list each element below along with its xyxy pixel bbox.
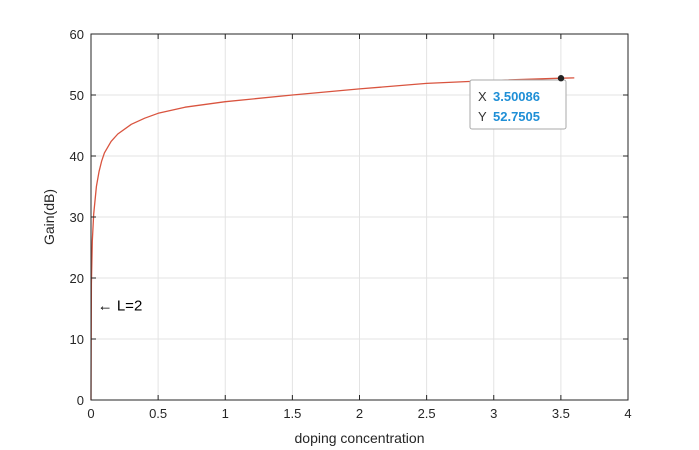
- y-tick-label: 20: [70, 271, 84, 286]
- x-tick-label: 1: [222, 406, 229, 421]
- data-tip-y-key: Y: [478, 109, 487, 124]
- annotation-label: ← L=2: [98, 297, 143, 314]
- x-tick-label: 0: [87, 406, 94, 421]
- y-tick-label: 50: [70, 88, 84, 103]
- y-tick-label: 40: [70, 149, 84, 164]
- data-tip-y-value: 52.7505: [493, 109, 540, 124]
- y-axis-label: Gain(dB): [41, 189, 57, 245]
- gain-series-line: [90, 77, 575, 401]
- x-axis-label: doping concentration: [295, 430, 425, 446]
- y-tick-label: 10: [70, 332, 84, 347]
- x-tick-label: 2.5: [418, 406, 436, 421]
- x-tick-label: 4: [624, 406, 631, 421]
- data-tip-x-key: X: [478, 89, 487, 104]
- x-tick-label: 0.5: [149, 406, 167, 421]
- data-tip-marker[interactable]: [557, 75, 565, 82]
- y-tick-label: 60: [70, 27, 84, 42]
- x-tick-label: 3: [490, 406, 497, 421]
- annotation-layer: ← L=2: [98, 297, 143, 314]
- x-tick-label: 1.5: [283, 406, 301, 421]
- y-tick-label: 30: [70, 210, 84, 225]
- series-layer: [90, 77, 575, 401]
- data-tip[interactable]: X 3.50086 Y 52.7505: [469, 75, 567, 130]
- data-tip-x-value: 3.50086: [493, 89, 540, 104]
- x-tick-label: 3.5: [552, 406, 570, 421]
- x-tick-label: 2: [356, 406, 363, 421]
- y-tick-label: 0: [77, 393, 84, 408]
- data-tip-box: [469, 79, 567, 130]
